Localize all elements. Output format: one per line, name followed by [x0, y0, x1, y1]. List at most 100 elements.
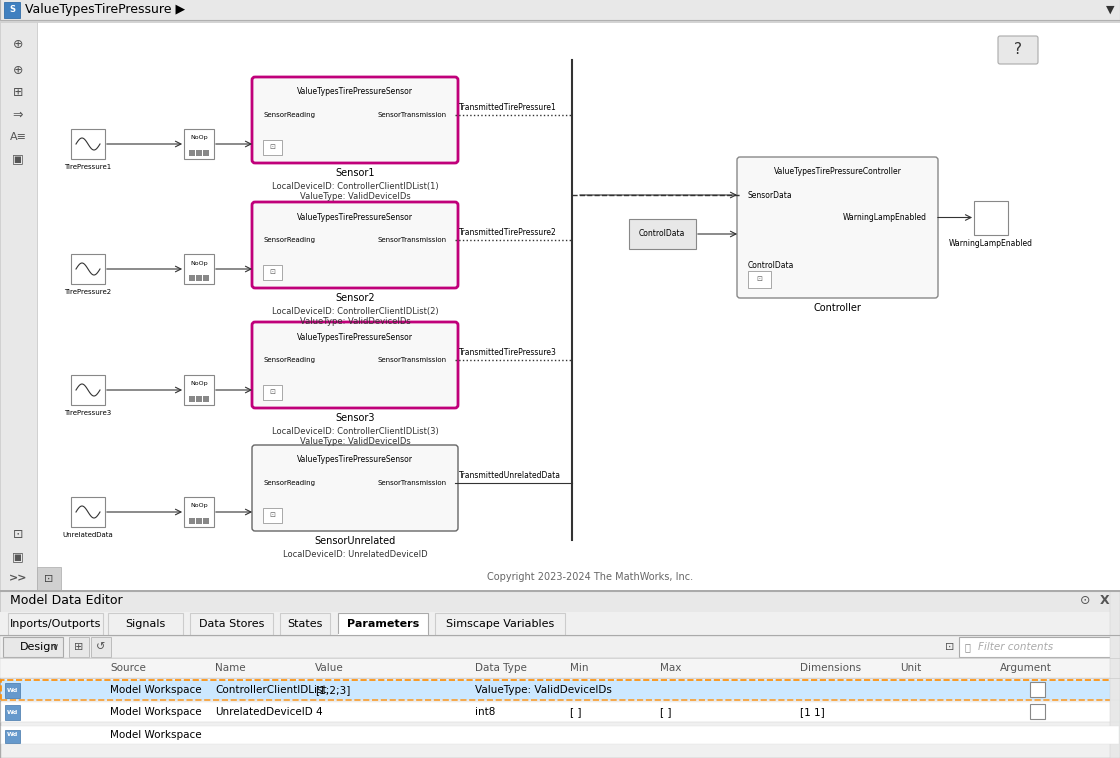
FancyBboxPatch shape — [37, 567, 60, 591]
Bar — [196, 275, 202, 281]
FancyBboxPatch shape — [91, 637, 111, 657]
Text: Model Workspace: Model Workspace — [110, 685, 202, 695]
Text: TirePressure1: TirePressure1 — [64, 164, 112, 170]
Text: 4: 4 — [315, 707, 321, 717]
FancyBboxPatch shape — [1029, 703, 1045, 719]
Text: Value: Value — [315, 663, 344, 673]
Text: ValueTypesTirePressureController: ValueTypesTirePressureController — [774, 168, 902, 177]
Text: ⊞: ⊞ — [74, 642, 84, 652]
FancyBboxPatch shape — [4, 704, 19, 719]
FancyBboxPatch shape — [71, 254, 105, 284]
FancyBboxPatch shape — [71, 375, 105, 405]
Text: ControllerClientIDList: ControllerClientIDList — [215, 685, 327, 695]
Text: WarningLampEnabled: WarningLampEnabled — [949, 240, 1033, 249]
Text: >>: >> — [9, 573, 27, 583]
FancyBboxPatch shape — [69, 637, 88, 657]
FancyBboxPatch shape — [252, 445, 458, 531]
Text: ValueTypesTirePressure ▶: ValueTypesTirePressure ▶ — [25, 4, 185, 17]
Text: Design: Design — [20, 642, 58, 652]
Text: [1 1]: [1 1] — [800, 707, 824, 717]
Text: ValueTypesTirePressureSensor: ValueTypesTirePressureSensor — [297, 212, 413, 221]
Text: X: X — [1100, 594, 1110, 607]
Text: ⊡: ⊡ — [269, 512, 274, 518]
FancyBboxPatch shape — [4, 729, 19, 743]
FancyBboxPatch shape — [262, 139, 281, 155]
FancyBboxPatch shape — [262, 508, 281, 522]
FancyBboxPatch shape — [998, 36, 1038, 64]
FancyBboxPatch shape — [737, 157, 939, 298]
Text: Dimensions: Dimensions — [800, 663, 861, 673]
Text: Min: Min — [570, 663, 588, 673]
FancyBboxPatch shape — [71, 497, 105, 527]
Text: NoOp: NoOp — [190, 381, 208, 387]
Text: Data Type: Data Type — [475, 663, 526, 673]
FancyBboxPatch shape — [435, 613, 564, 635]
Text: ⊡: ⊡ — [756, 276, 762, 282]
FancyBboxPatch shape — [190, 613, 273, 635]
Text: SensorTransmission: SensorTransmission — [377, 357, 447, 363]
Text: ⊕: ⊕ — [12, 64, 24, 77]
Text: ▣: ▣ — [12, 152, 24, 165]
Text: ValueTypesTirePressureSensor: ValueTypesTirePressureSensor — [297, 333, 413, 342]
Text: SensorReading: SensorReading — [263, 237, 315, 243]
Text: Model Workspace: Model Workspace — [110, 730, 202, 740]
Text: int8: int8 — [475, 707, 495, 717]
Text: S: S — [9, 5, 15, 14]
Text: Copyright 2023-2024 The MathWorks, Inc.: Copyright 2023-2024 The MathWorks, Inc. — [487, 572, 693, 582]
Bar — [203, 275, 209, 281]
FancyBboxPatch shape — [338, 613, 428, 635]
Text: Unit: Unit — [900, 663, 922, 673]
Bar — [189, 275, 195, 281]
Bar — [196, 150, 202, 156]
Text: ControlData: ControlData — [638, 230, 685, 239]
FancyBboxPatch shape — [4, 2, 20, 18]
Text: Sensor1: Sensor1 — [335, 168, 375, 178]
Text: [ ]: [ ] — [660, 707, 672, 717]
Text: UnrelatedData: UnrelatedData — [63, 532, 113, 538]
Text: Controller: Controller — [813, 303, 861, 313]
Text: ValueType: ValidDeviceIDs: ValueType: ValidDeviceIDs — [300, 317, 410, 326]
Text: ValueType: ValidDeviceIDs: ValueType: ValidDeviceIDs — [475, 685, 612, 695]
Text: Filter contents: Filter contents — [978, 642, 1053, 652]
Text: ⊕: ⊕ — [12, 39, 24, 52]
Text: [1;2;3]: [1;2;3] — [315, 685, 351, 695]
Text: ⊡: ⊡ — [269, 269, 274, 275]
Text: Name: Name — [215, 663, 245, 673]
FancyBboxPatch shape — [0, 612, 1120, 636]
FancyBboxPatch shape — [184, 254, 214, 284]
FancyBboxPatch shape — [252, 77, 458, 163]
FancyBboxPatch shape — [184, 375, 214, 405]
Text: WarningLampEnabled: WarningLampEnabled — [843, 213, 927, 222]
Text: ValueTypesTirePressureSensor: ValueTypesTirePressureSensor — [297, 87, 413, 96]
Text: Model Workspace: Model Workspace — [110, 707, 202, 717]
Text: Parameters: Parameters — [347, 619, 419, 629]
Text: Sensor2: Sensor2 — [335, 293, 375, 303]
Text: ?: ? — [1014, 42, 1021, 58]
FancyBboxPatch shape — [1, 680, 1119, 700]
Bar — [189, 150, 195, 156]
Text: ⊞: ⊞ — [12, 86, 24, 99]
Text: LocalDeviceID: UnrelatedDeviceID: LocalDeviceID: UnrelatedDeviceID — [282, 550, 428, 559]
Text: TransmittedTirePressure3: TransmittedTirePressure3 — [459, 348, 557, 357]
FancyBboxPatch shape — [262, 265, 281, 280]
Text: SensorTransmission: SensorTransmission — [377, 112, 447, 118]
Text: TransmittedTirePressure1: TransmittedTirePressure1 — [459, 103, 557, 112]
Text: Wd: Wd — [7, 709, 18, 715]
Text: Signals: Signals — [125, 619, 166, 629]
Text: ValueType: ValidDeviceIDs: ValueType: ValidDeviceIDs — [300, 437, 410, 446]
Text: States: States — [288, 619, 323, 629]
FancyBboxPatch shape — [1029, 681, 1045, 697]
Bar — [189, 518, 195, 524]
FancyBboxPatch shape — [747, 271, 771, 287]
FancyBboxPatch shape — [0, 590, 1120, 758]
Bar — [189, 396, 195, 402]
Text: ⊡: ⊡ — [269, 144, 274, 150]
Text: NoOp: NoOp — [190, 136, 208, 140]
Text: TransmittedTirePressure2: TransmittedTirePressure2 — [459, 228, 557, 237]
Text: ⊡: ⊡ — [12, 528, 24, 541]
FancyBboxPatch shape — [0, 636, 1120, 658]
Text: ∨: ∨ — [52, 642, 58, 652]
FancyBboxPatch shape — [252, 202, 458, 288]
FancyBboxPatch shape — [629, 219, 696, 249]
Text: SensorTransmission: SensorTransmission — [377, 237, 447, 243]
